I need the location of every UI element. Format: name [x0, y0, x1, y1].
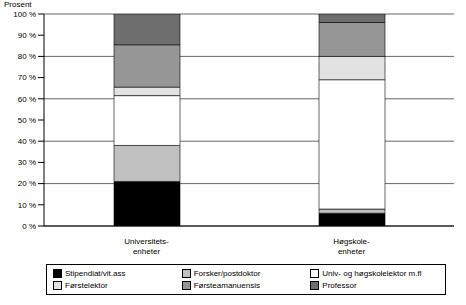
svg-text:60 %: 60 %	[18, 95, 36, 104]
html-text:Stipendiat/vit.ass: Stipendiat/vit.ass	[65, 269, 126, 278]
svg-text:Universitets-enheter: Universitets-enheter	[124, 237, 169, 256]
svg-text:30 %: 30 %	[18, 158, 36, 167]
svg-text:100 %: 100 %	[13, 10, 36, 19]
html-text:Prosent: Prosent	[4, 0, 32, 9]
svg-text:90 %: 90 %	[18, 31, 36, 40]
html-text:Professor: Professor	[322, 281, 357, 290]
html-text:Univ- og høgskolelektor m.fl: Univ- og høgskolelektor m.fl	[322, 269, 422, 278]
svg-text:20 %: 20 %	[18, 179, 36, 188]
svg-text:70 %: 70 %	[18, 73, 36, 82]
svg-text:10 %: 10 %	[18, 201, 36, 210]
html-text:Førstelektor: Førstelektor	[65, 281, 108, 290]
svg-text:50 %: 50 %	[18, 116, 36, 125]
html-text:Forsker/postdoktor: Forsker/postdoktor	[193, 269, 261, 278]
svg-text:40 %: 40 %	[18, 137, 36, 146]
svg-text:Høgskole-enheter: Høgskole-enheter	[333, 237, 370, 256]
svg-text:80 %: 80 %	[18, 52, 36, 61]
html-text:Førsteamanuensis: Førsteamanuensis	[193, 281, 260, 290]
svg-text:0 %: 0 %	[22, 222, 36, 231]
